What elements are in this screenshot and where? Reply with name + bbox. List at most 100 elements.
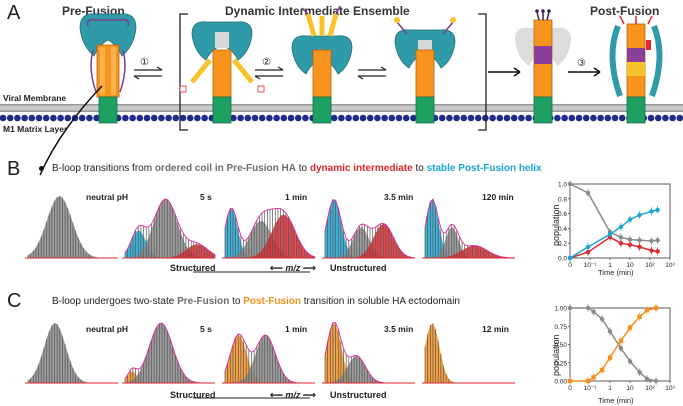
m1-dot bbox=[251, 114, 259, 122]
chart-c-point bbox=[637, 314, 642, 319]
chart-c-ytick-label: 0.50 bbox=[554, 342, 567, 349]
c-spectrum-label-3: 3.5 min bbox=[384, 324, 414, 334]
panel-b-caption: B-loop transitions from ordered coil in … bbox=[52, 163, 542, 174]
m1-dot bbox=[186, 114, 194, 122]
chart-c-point bbox=[607, 329, 613, 334]
b-spectrum-label-2: 1 min bbox=[285, 192, 308, 202]
chart-b-ylabel: population bbox=[551, 204, 561, 246]
m1-dot bbox=[352, 114, 360, 122]
chart-c-point bbox=[637, 370, 642, 375]
m1-dot bbox=[273, 114, 280, 122]
chart-c-xtick-label: 0 bbox=[568, 385, 572, 392]
m1-dot bbox=[597, 114, 604, 122]
chart-b-point bbox=[649, 248, 654, 253]
m1-dot bbox=[143, 114, 151, 122]
m1-dot bbox=[129, 114, 136, 122]
panel-c-letter: C bbox=[7, 290, 22, 312]
b-spectrum-0 bbox=[25, 196, 119, 259]
m1-dot bbox=[136, 114, 144, 122]
chart-b-point bbox=[618, 235, 624, 240]
chart-b-point bbox=[649, 209, 654, 214]
intermediate-protein-2 bbox=[291, 5, 353, 124]
c-spectrum-3-component-gray bbox=[325, 356, 415, 383]
chart-b-ytick-label: 0.6 bbox=[558, 211, 567, 218]
chart-c-point bbox=[567, 305, 573, 311]
chart-c-series-gray bbox=[570, 307, 657, 382]
m1-dot bbox=[21, 114, 28, 122]
chart-c-ytick-label: 0.75 bbox=[554, 324, 567, 331]
m1-dot bbox=[86, 114, 93, 122]
chart-c-point bbox=[599, 316, 605, 322]
m1-dot bbox=[42, 114, 50, 122]
chart-c-point bbox=[653, 305, 659, 311]
caption-b-prefusion: ordered coil in Pre-Fusion HA bbox=[154, 163, 296, 174]
m1-dot bbox=[496, 114, 504, 122]
m1-dot bbox=[338, 114, 345, 122]
b-spectrum-label-1: 5 s bbox=[200, 192, 212, 202]
m1-dot bbox=[57, 114, 64, 122]
chart-b-point bbox=[567, 181, 573, 187]
m1-dot bbox=[374, 114, 381, 122]
caption-c-part3: to bbox=[229, 296, 244, 307]
chart-c-point bbox=[644, 307, 650, 313]
m1-dot bbox=[330, 114, 338, 122]
m1-dot bbox=[611, 114, 619, 122]
c-spectrum-3 bbox=[322, 322, 415, 384]
m1-dot bbox=[647, 114, 655, 122]
c-spectrum-label-2: 1 min bbox=[285, 324, 308, 334]
postfusion-title: Post-Fusion bbox=[590, 4, 660, 18]
chart-b-ytick-label: 0.2 bbox=[558, 241, 567, 248]
m1-dot bbox=[50, 114, 57, 122]
caption-b-part3: to bbox=[295, 163, 310, 174]
chart-c-xlabel: Time (min) bbox=[598, 396, 634, 405]
c-axis-arrow-right: ⟶ bbox=[300, 390, 316, 400]
b-spectrum-label-4: 120 min bbox=[482, 192, 514, 202]
chart-b-xtick-label: 10² bbox=[645, 262, 655, 269]
m1-dot bbox=[395, 114, 403, 122]
m1-dot bbox=[35, 114, 43, 122]
c-axis-unstructured: Unstructured bbox=[330, 390, 387, 400]
panel-a-letter: A bbox=[7, 2, 21, 24]
m1-dot bbox=[78, 114, 86, 122]
m1-dot bbox=[244, 114, 252, 122]
caption-b-postfusion: stable Post-Fusion helix bbox=[426, 163, 542, 174]
m1-dot bbox=[575, 114, 583, 122]
m1-dot bbox=[561, 114, 568, 122]
m1-dot bbox=[165, 114, 172, 122]
viral-membrane bbox=[0, 104, 683, 112]
m1-dot bbox=[554, 114, 561, 122]
m1-dot bbox=[345, 114, 352, 122]
chart-c-point bbox=[627, 325, 633, 330]
b-spectrum-3-component-cyan bbox=[325, 199, 415, 258]
chart-c-ytick-label: 0.00 bbox=[554, 379, 567, 386]
step-1-label: ① bbox=[140, 57, 149, 68]
arrow-step-3 bbox=[568, 67, 601, 77]
caption-c-postfusion: Post-Fusion bbox=[243, 296, 301, 307]
chart-b-xtick-label: 1 bbox=[608, 262, 612, 269]
extended-intermediate bbox=[515, 9, 571, 124]
postfusion-protein bbox=[609, 15, 663, 124]
m1-layer-label: M1 Matrix Layer bbox=[3, 124, 68, 134]
b-spectrum-3-component-red bbox=[325, 223, 415, 258]
m1-dot bbox=[179, 114, 187, 122]
prefusion-protein bbox=[79, 13, 137, 124]
c-spectrum-4-component-orange bbox=[425, 323, 515, 383]
m1-dot bbox=[381, 114, 388, 122]
b-spectrum-2-component-cyan bbox=[225, 209, 315, 258]
c-axis-arrow-left: ⟵ bbox=[270, 390, 286, 400]
caption-b-part1: B-loop transitions from bbox=[52, 163, 155, 174]
chart-b-xtick-label: 10 bbox=[626, 262, 634, 269]
m1-dot bbox=[14, 114, 21, 122]
c-axis-mz: ⟵ m/z ⟶ bbox=[270, 390, 316, 400]
chart-b-xlabel: Time (min) bbox=[598, 268, 634, 277]
m1-dot bbox=[474, 114, 482, 122]
m1-dot bbox=[237, 114, 244, 122]
m1-dot bbox=[194, 114, 201, 122]
chart-b-xtick-label: 0 bbox=[568, 262, 572, 269]
chart-c-point bbox=[591, 375, 596, 380]
chart-b-point bbox=[637, 212, 642, 218]
chart-c-point bbox=[618, 345, 624, 351]
m1-dot bbox=[590, 114, 597, 122]
chart-c-xtick-label: 1 bbox=[608, 385, 612, 392]
